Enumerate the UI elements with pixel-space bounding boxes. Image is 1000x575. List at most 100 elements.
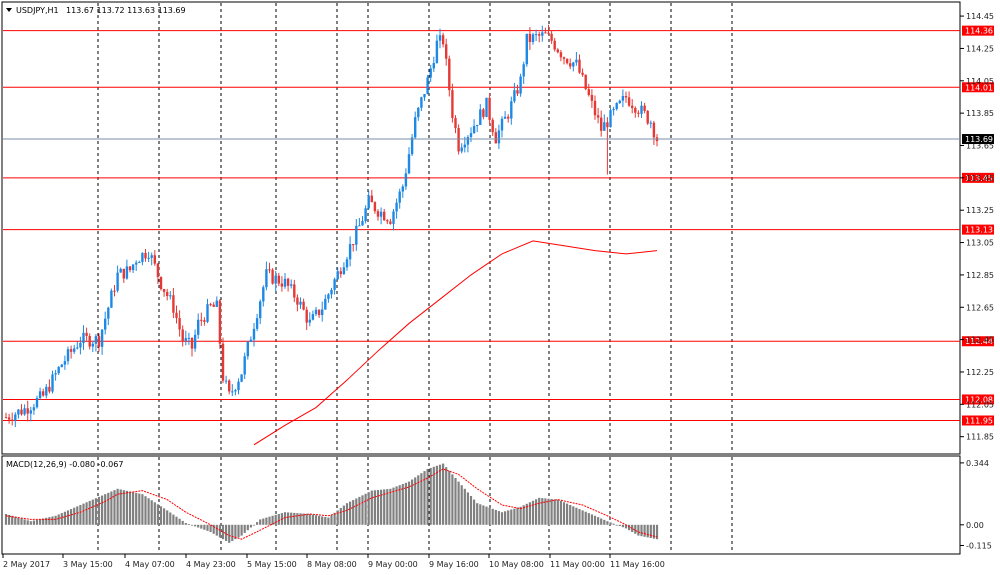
- macd-bar: [256, 522, 259, 525]
- macd-bar: [97, 496, 101, 525]
- macd-bar: [231, 524, 234, 541]
- macd-bar: [634, 524, 637, 534]
- macd-bar: [336, 510, 339, 525]
- svg-text:113.69: 113.69: [965, 135, 993, 144]
- candle: [283, 273, 287, 289]
- candle: [138, 260, 141, 264]
- candle: [262, 285, 265, 307]
- chart-header: USDJPY,H1 113.67 113.72 113.63 113.69: [6, 6, 186, 15]
- candle: [209, 302, 212, 307]
- macd-bar: [246, 524, 249, 531]
- macd-bar: [401, 484, 404, 525]
- macd-bar: [321, 516, 324, 525]
- candle: [271, 268, 274, 285]
- macd-bar: [488, 507, 491, 525]
- macd-bar: [531, 500, 535, 525]
- candle: [76, 341, 79, 350]
- candle: [590, 89, 594, 108]
- level-label: 112.44: [962, 336, 994, 347]
- macd-bar: [497, 511, 500, 525]
- macd-bar: [566, 503, 569, 525]
- candle: [131, 264, 135, 274]
- level-label: 113.13: [962, 224, 994, 235]
- macd-bar: [138, 493, 141, 525]
- candle: [500, 116, 504, 138]
- candle: [503, 111, 507, 119]
- candle: [166, 288, 169, 301]
- candle: [556, 48, 559, 54]
- macd-bar: [606, 521, 609, 525]
- macd-bar: [600, 518, 603, 525]
- macd-bar: [42, 518, 45, 525]
- macd-bar: [485, 506, 488, 525]
- candle: [497, 124, 501, 149]
- macd-bar: [290, 512, 293, 525]
- candle: [507, 114, 510, 123]
- macd-bar: [494, 509, 497, 525]
- price-tick-label: 113.05: [966, 239, 994, 248]
- macd-bar: [243, 524, 246, 533]
- candle: [379, 207, 383, 225]
- macd-bar: [311, 514, 314, 525]
- price-tick-label: 112.05: [966, 400, 994, 409]
- candle: [280, 276, 284, 292]
- candle: [38, 387, 42, 400]
- candle: [60, 363, 63, 368]
- macd-bar: [522, 505, 525, 525]
- macd-bar: [386, 489, 389, 525]
- macd-bar: [299, 513, 302, 525]
- price-scale[interactable]: 114.36 114.01 113.45 113.13 112.44 112.08 111.…: [960, 12, 994, 442]
- candle: [383, 208, 386, 221]
- macd-bar: [562, 502, 566, 525]
- candle: [246, 341, 249, 360]
- macd-bar: [141, 494, 144, 525]
- candle: [243, 352, 246, 379]
- macd-bar: [624, 524, 628, 529]
- macd-bar: [367, 492, 370, 525]
- candle: [491, 117, 494, 137]
- candle: [615, 102, 618, 111]
- svg-text:111.95: 111.95: [965, 417, 993, 426]
- dropdown-triangle-icon[interactable]: [6, 8, 12, 12]
- macd-bar: [572, 506, 575, 525]
- candle: [575, 51, 578, 66]
- time-axis[interactable]: 2 May 2017 3 May 15:00 4 May 07:00 4 May 23…: [2, 554, 665, 569]
- macd-bar: [519, 506, 522, 525]
- macd-signal-line: [5, 468, 658, 540]
- candle: [389, 218, 392, 225]
- macd-bar: [342, 505, 345, 525]
- macd-bar: [153, 502, 156, 525]
- macd-panel[interactable]: MACD(12,26,9) -0.080 -0.067: [1, 455, 961, 555]
- candle: [438, 28, 442, 49]
- macd-bar: [110, 491, 113, 525]
- price-tick-label: 112.25: [966, 368, 994, 377]
- svg-text:114.36: 114.36: [965, 27, 993, 36]
- macd-bar: [407, 481, 411, 525]
- macd-bar: [85, 502, 88, 525]
- candle: [565, 58, 569, 65]
- macd-bar: [221, 524, 225, 540]
- candle: [355, 219, 358, 251]
- macd-bar: [581, 510, 584, 525]
- price-panel[interactable]: USDJPY,H1 113.67 113.72 113.63 113.69: [1, 1, 961, 455]
- candle: [153, 250, 156, 266]
- candle: [581, 68, 584, 77]
- candle: [401, 184, 404, 198]
- macd-bar: [212, 524, 215, 534]
- macd-bar: [178, 518, 181, 525]
- macd-label: MACD(12,26,9) -0.080 -0.067: [6, 460, 123, 469]
- macd-bar: [324, 517, 327, 525]
- candle: [342, 262, 346, 275]
- candle: [69, 345, 73, 359]
- time-tick-label: 5 May 15:00: [247, 560, 297, 569]
- candle: [547, 24, 550, 35]
- svg-text:112.44: 112.44: [965, 337, 993, 346]
- level-label: 113.45: [962, 172, 994, 183]
- macd-scale[interactable]: 0.344 0.00 -0.115: [960, 459, 992, 551]
- candle: [373, 201, 377, 214]
- candle: [352, 244, 355, 252]
- price-tick-label: 113.45: [966, 174, 994, 183]
- macd-bar: [314, 515, 318, 525]
- price-tick-label: 112.45: [966, 336, 994, 345]
